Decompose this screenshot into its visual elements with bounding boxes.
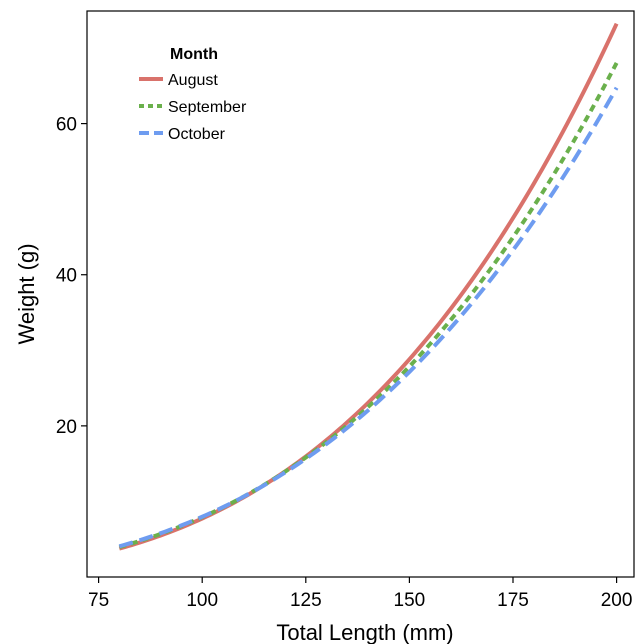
legend-label-august: August [168, 72, 218, 89]
legend-title: Month [170, 46, 218, 63]
x-tick-label: 175 [497, 590, 529, 611]
y-axis-title: Weight (g) [14, 243, 39, 344]
x-axis-title: Total Length (mm) [276, 620, 453, 644]
x-tick-label: 125 [290, 590, 322, 611]
x-tick-label: 200 [601, 590, 633, 611]
x-tick-label: 75 [88, 590, 109, 611]
y-tick-label: 40 [56, 266, 77, 287]
series-layer [118, 22, 619, 551]
y-tick-label: 60 [56, 115, 77, 136]
x-tick-label: 150 [394, 590, 426, 611]
x-tick-label: 100 [186, 590, 218, 611]
plot-area [86, 10, 635, 578]
y-tick-label: 20 [56, 417, 77, 438]
series-line-october [118, 86, 619, 549]
x-axis: 75 100 125 150 175 200 [88, 577, 632, 611]
legend: Month August September October [139, 46, 247, 143]
legend-label-september: September [168, 99, 247, 116]
legend-label-october: October [168, 126, 226, 143]
y-axis: 20 40 60 [56, 115, 87, 438]
